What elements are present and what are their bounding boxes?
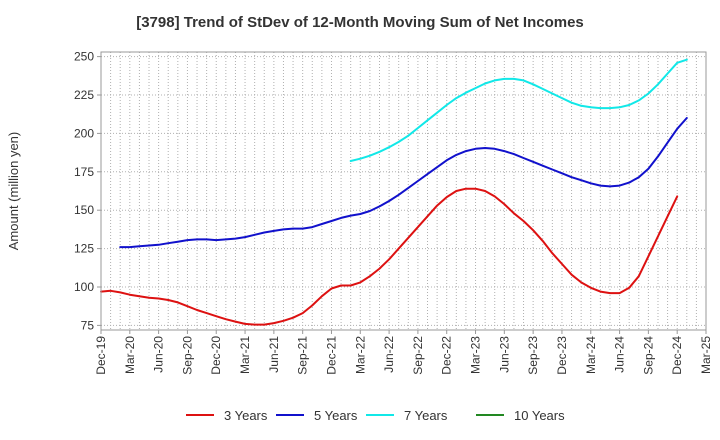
legend-label-2: 5 Years [314,408,358,423]
x-tick-label: Jun-21 [267,336,281,373]
series-lines [100,58,688,326]
x-tick-label: Mar-20 [123,336,137,374]
y-tick-label: 175 [74,165,94,179]
x-axis-ticks: Dec-19 Mar-20 Jun-20 Sep-20 Dec-20 Mar-21 Jun-… [94,330,713,375]
y-tick-label: 75 [81,318,95,332]
x-tick-label: Dec-19 [94,336,108,375]
legend: 3 Years 5 Years 7 Years 10 Years [186,408,565,423]
grid [101,52,706,330]
x-tick-label: Jun-24 [613,336,627,373]
y-axis-ticks: 75 100 125 150 175 200 225 250 [74,50,101,332]
x-tick-label: Dec-21 [324,336,338,375]
x-tick-label: Jun-20 [152,336,166,373]
series-line-3 [349,58,688,162]
plot-area-frame [100,51,707,331]
legend-label-4: 10 Years [514,408,565,423]
x-tick-label: Sep-22 [411,336,425,375]
y-tick-label: 125 [74,242,94,256]
legend-label-1: 3 Years [224,408,268,423]
x-tick-label: Mar-21 [238,336,252,374]
y-tick-label: 200 [74,126,94,140]
series-line-1 [100,187,679,326]
x-tick-label: Mar-23 [469,336,483,374]
y-axis-label: Amount (million yen) [6,132,21,251]
x-tick-label: Sep-23 [526,336,540,375]
x-tick-label: Sep-21 [296,336,310,375]
x-tick-label: Sep-20 [180,336,194,375]
x-tick-label: Jun-22 [382,336,396,373]
y-tick-label: 150 [74,203,94,217]
x-tick-label: Sep-24 [641,336,655,375]
x-tick-label: Dec-23 [555,336,569,375]
y-tick-label: 225 [74,88,94,102]
x-tick-label: Dec-22 [440,336,454,375]
legend-label-3: 7 Years [404,408,448,423]
x-tick-label: Dec-24 [670,336,684,375]
series-line-2 [119,117,688,249]
x-tick-label: Dec-20 [209,336,223,375]
x-tick-label: Mar-22 [353,336,367,374]
y-tick-label: 100 [74,280,94,294]
y-tick-label: 250 [74,50,94,64]
x-tick-label: Mar-24 [584,336,598,374]
x-tick-label: Mar-25 [699,336,713,374]
x-tick-label: Jun-23 [497,336,511,373]
chart-title: [3798] Trend of StDev of 12-Month Moving… [136,14,584,31]
